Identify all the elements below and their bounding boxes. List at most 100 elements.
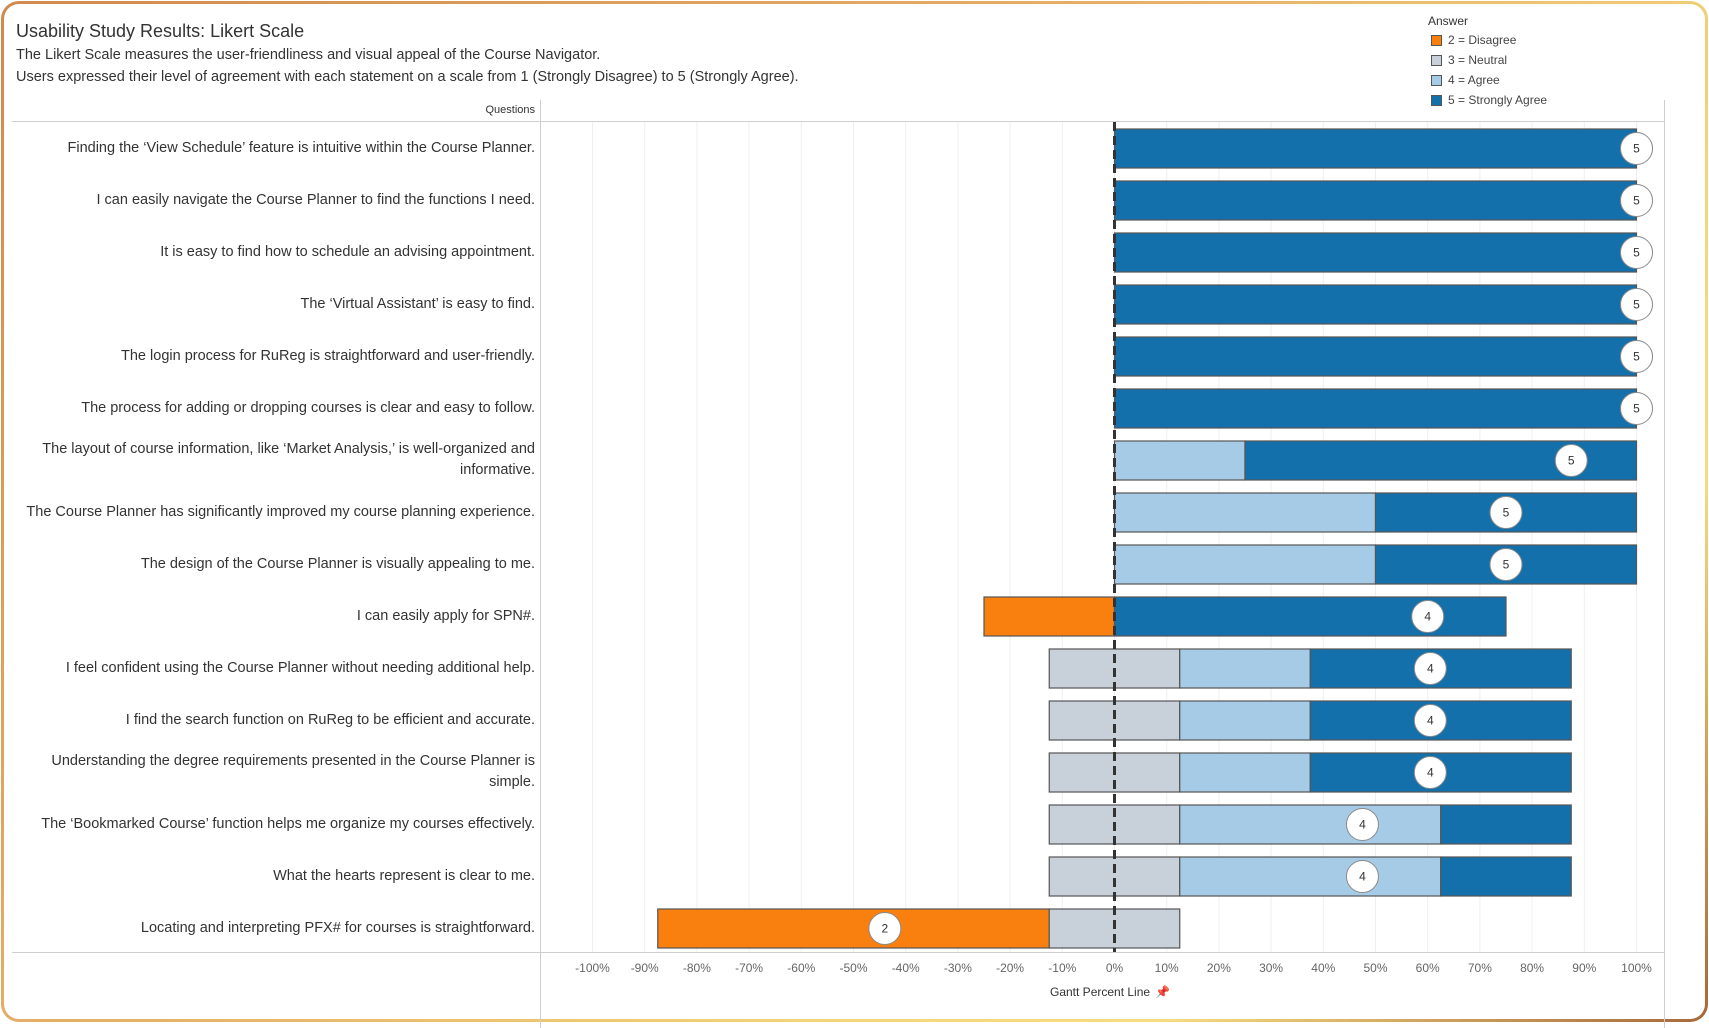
answer-marker-label: 5 (1633, 298, 1640, 312)
answer-marker[interactable] (1345, 808, 1379, 841)
answer-marker-label: 4 (1427, 766, 1434, 780)
answer-marker[interactable] (1489, 496, 1523, 529)
question-label[interactable]: Understanding the degree requirements pr… (51, 753, 535, 790)
bar-segment-5[interactable] (1113, 128, 1638, 169)
question-label[interactable]: The layout of course information, like ‘… (42, 441, 535, 478)
answer-marker[interactable] (1489, 548, 1523, 581)
answer-marker-label: 4 (1424, 610, 1431, 624)
bar-segment-4[interactable] (1179, 700, 1311, 741)
x-tick-label: -20% (996, 961, 1024, 975)
question-label[interactable]: I feel confident using the Course Planne… (65, 659, 535, 676)
bar-segment-3[interactable] (1048, 856, 1181, 897)
question-label[interactable]: Finding the ‘View Schedule’ feature is i… (67, 139, 536, 156)
questions-column-header[interactable]: Questions (485, 104, 535, 116)
question-label[interactable]: The Course Planner has significantly imp… (26, 503, 535, 520)
legend-swatch-agree (1431, 74, 1442, 86)
question-label[interactable]: Locating and interpreting PFX# for cours… (140, 919, 535, 936)
legend-item-neutral[interactable]: 3 = Neutral (1428, 50, 1547, 70)
pin-icon[interactable]: 📌 (1155, 985, 1171, 999)
answer-marker[interactable] (1620, 236, 1653, 269)
answer-marker[interactable] (1620, 392, 1653, 425)
axis-divider (12, 952, 1664, 953)
x-tick-label: -40% (892, 961, 920, 975)
answer-marker-label: 5 (1503, 506, 1510, 520)
legend-label: 3 = Neutral (1448, 53, 1508, 67)
answer-marker[interactable] (868, 912, 902, 945)
x-tick-label: -100% (575, 961, 610, 975)
bar-segment-4[interactable] (1179, 804, 1442, 845)
answer-marker-label: 4 (1359, 870, 1366, 884)
bar-segment-2[interactable] (657, 908, 1050, 949)
legend-label: 2 = Disagree (1448, 33, 1517, 47)
answer-marker[interactable] (1620, 132, 1653, 165)
x-tick-label: 70% (1468, 961, 1492, 975)
bar-segment-4[interactable] (1179, 856, 1442, 897)
legend-label: 4 = Agree (1448, 73, 1500, 87)
bar-segment-4[interactable] (1113, 440, 1246, 481)
answer-marker[interactable] (1413, 756, 1447, 789)
legend-title: Answer (1428, 14, 1469, 28)
bar-segment-4[interactable] (1179, 752, 1311, 793)
x-tick-label: -60% (787, 961, 815, 975)
bar-segment-4[interactable] (1113, 492, 1377, 533)
answer-marker-label: 4 (1427, 662, 1434, 676)
answer-marker[interactable] (1345, 860, 1379, 893)
header-divider (12, 121, 1664, 122)
question-label[interactable]: The ‘Bookmarked Course’ function helps m… (41, 815, 535, 832)
x-axis-title-text: Gantt Percent Line (1050, 985, 1151, 999)
x-tick-label: 90% (1572, 961, 1596, 975)
answer-marker-label: 4 (1359, 818, 1366, 832)
question-label[interactable]: The process for adding or dropping cours… (81, 399, 535, 416)
subtitle-line-1: The Likert Scale measures the user-frien… (16, 47, 601, 63)
x-tick-label: -30% (944, 961, 972, 975)
legend-swatch-strongly-agree (1431, 94, 1442, 106)
bar-segment-5[interactable] (1113, 180, 1638, 221)
bar-segment-4[interactable] (1113, 544, 1377, 585)
answer-marker[interactable] (1554, 444, 1588, 477)
legend-item-strongly-agree[interactable]: 5 = Strongly Agree (1428, 90, 1547, 110)
question-label[interactable]: I can easily navigate the Course Planner… (96, 191, 536, 208)
chart-pane-right-border (1664, 100, 1665, 1028)
x-tick-label: -80% (683, 961, 711, 975)
question-label[interactable]: The design of the Course Planner is visu… (140, 555, 535, 572)
bar-segment-5[interactable] (1113, 232, 1638, 273)
answer-marker[interactable] (1620, 340, 1653, 373)
x-axis-title[interactable]: Gantt Percent Line 📌 (1050, 985, 1170, 999)
bar-segment-5[interactable] (1440, 856, 1572, 897)
answer-marker[interactable] (1413, 704, 1447, 737)
x-tick-label: 50% (1363, 961, 1387, 975)
answer-marker[interactable] (1413, 652, 1447, 685)
answer-marker[interactable] (1620, 184, 1653, 217)
bar-segment-5[interactable] (1113, 336, 1638, 377)
bar-segment-2[interactable] (983, 596, 1116, 637)
question-label[interactable]: The login process for RuReg is straightf… (121, 347, 535, 364)
question-label[interactable]: What the hearts represent is clear to me… (273, 867, 535, 884)
x-tick-label: 60% (1416, 961, 1440, 975)
bar-segment-3[interactable] (1048, 700, 1181, 741)
question-label[interactable]: I find the search function on RuReg to b… (125, 711, 535, 728)
bar-segment-5[interactable] (1113, 284, 1638, 325)
answer-marker-label: 5 (1633, 402, 1640, 416)
x-tick-label: 30% (1259, 961, 1283, 975)
legend-item-disagree[interactable]: 2 = Disagree (1428, 30, 1547, 50)
answer-marker-label: 2 (881, 922, 888, 936)
bar-segment-4[interactable] (1179, 648, 1311, 689)
page-title: Usability Study Results: Likert Scale (16, 21, 305, 41)
answer-marker-label: 5 (1568, 454, 1575, 468)
x-tick-label: 20% (1207, 961, 1231, 975)
bar-segment-5[interactable] (1440, 804, 1572, 845)
question-label[interactable]: I can easily apply for SPN#. (356, 607, 535, 624)
legend-label: 5 = Strongly Agree (1448, 93, 1548, 107)
bar-segment-5[interactable] (1113, 388, 1638, 429)
x-tick-label: 0% (1106, 961, 1124, 975)
answer-marker[interactable] (1411, 600, 1445, 633)
answer-marker[interactable] (1620, 288, 1653, 321)
x-tick-label: 80% (1520, 961, 1544, 975)
question-label[interactable]: The ‘Virtual Assistant’ is easy to find. (300, 295, 535, 312)
subtitle-line-2: Users expressed their level of agreement… (16, 69, 799, 85)
label-pane-divider (540, 100, 541, 1028)
bar-segment-5[interactable] (1113, 596, 1507, 637)
answer-marker-label: 4 (1427, 714, 1434, 728)
question-label[interactable]: It is easy to find how to schedule an ad… (160, 243, 535, 260)
legend-item-agree[interactable]: 4 = Agree (1428, 70, 1547, 90)
